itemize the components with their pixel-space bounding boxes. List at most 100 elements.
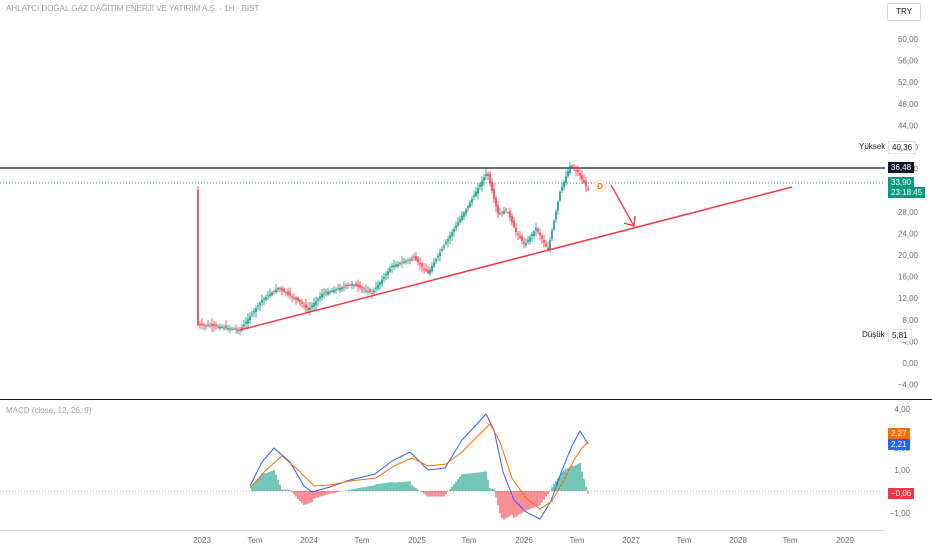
histogram-bar [535, 491, 537, 507]
candle-body [289, 292, 291, 296]
histogram-bar [349, 489, 351, 491]
histogram-bar [497, 491, 499, 506]
time-tick-label: Tem [247, 536, 262, 545]
trendline[interactable] [239, 186, 793, 331]
price-tick-label: 60,00 [898, 35, 919, 44]
histogram-bar [429, 491, 431, 497]
histogram-bar [363, 487, 365, 491]
candle-body [389, 268, 391, 272]
histogram-bar [575, 465, 577, 491]
candle-body [363, 288, 365, 290]
candle-body [307, 307, 309, 310]
candle-body [519, 235, 521, 238]
svg-text:D: D [597, 182, 603, 191]
histogram-bar [303, 491, 305, 505]
macd-legend[interactable]: MACD (close, 12, 26, 9) [6, 406, 92, 415]
candle-body [223, 327, 225, 329]
histogram-bar [547, 491, 549, 495]
histogram-bar [463, 474, 465, 491]
histogram-bar [365, 486, 367, 491]
histogram-bar [437, 491, 439, 497]
histogram-bar [513, 491, 515, 518]
candle-body [417, 258, 419, 263]
candle-body [231, 328, 233, 330]
time-tick-label: 2029 [836, 536, 854, 545]
candle-body [407, 260, 409, 262]
low-label: Düşük [859, 329, 888, 340]
candle-body [441, 248, 443, 251]
histogram-bar [461, 474, 463, 491]
histogram-bar [277, 479, 279, 491]
histogram-bar [379, 483, 381, 491]
candle-body [213, 324, 215, 326]
candle-body [373, 290, 375, 293]
histogram-bar [569, 466, 571, 491]
candle-body [505, 209, 507, 211]
candle-body [475, 191, 477, 197]
histogram-bar [443, 491, 445, 497]
candle-body [241, 327, 243, 330]
histogram-bar [479, 472, 481, 491]
candle-body [377, 284, 379, 289]
histogram-bar [315, 491, 317, 499]
macd-axis[interactable]: 4,002,001,000,00−1,00 [890, 405, 911, 518]
candle-body [287, 291, 289, 295]
candle-body [343, 286, 345, 288]
candle-body [371, 292, 373, 294]
candle-body [309, 307, 311, 310]
macd-tick-label: 1,00 [894, 466, 910, 475]
candle-body [527, 240, 529, 243]
histogram-bar [371, 485, 373, 491]
candle-body [439, 252, 441, 256]
histogram-bar [309, 491, 311, 503]
histogram-bar [387, 482, 389, 491]
histogram-bar [337, 491, 339, 493]
candle-body [525, 243, 527, 246]
candle-body [337, 288, 339, 290]
histogram-bar [351, 489, 353, 491]
histogram-bar [473, 473, 475, 491]
histogram-bar [385, 482, 387, 491]
histogram-bar [421, 491, 423, 493]
low-value: 5,81 [888, 329, 912, 342]
price-tick-label: 52,00 [898, 78, 919, 87]
candle-body [245, 321, 247, 324]
price-tick-label: 0,00 [902, 359, 918, 368]
histogram-bar [439, 491, 441, 497]
histogram-bar [345, 490, 347, 491]
histogram-bar [525, 491, 527, 511]
candle-body [517, 233, 519, 235]
currency-button[interactable]: TRY [887, 3, 921, 21]
candle-body [203, 324, 205, 326]
time-tick-label: 2027 [622, 536, 640, 545]
histogram-bar [489, 488, 491, 491]
histogram-bar [475, 472, 477, 491]
histogram-bar [355, 488, 357, 491]
histogram-bar [259, 475, 261, 491]
candle-body [347, 285, 349, 287]
candle-body [537, 229, 539, 232]
marker-d[interactable]: D [594, 180, 606, 192]
candle-body [577, 169, 579, 172]
histogram-bar [557, 478, 559, 491]
candle-body [305, 304, 307, 308]
histogram-bar [501, 491, 503, 519]
histogram-bar [585, 486, 587, 491]
candle-body [339, 288, 341, 291]
candle-body [313, 303, 315, 307]
candle-body [547, 247, 549, 250]
time-axis[interactable]: 2023 Tem 2024 Tem 2025 Tem 2026 Tem 2027 Tem 2028 T… [193, 536, 854, 545]
candle-body [443, 245, 445, 248]
candle-body [349, 284, 351, 286]
candle-body [569, 166, 571, 173]
hist-value-tag: −0,06 [888, 488, 915, 499]
arrow-drawing[interactable] [610, 184, 636, 227]
candle-body [281, 288, 283, 291]
candle-body [271, 292, 273, 296]
histogram-bar [291, 491, 293, 492]
candle-body [215, 324, 217, 327]
histogram-bar [383, 483, 385, 491]
candle-body [239, 329, 241, 331]
histogram-bar [539, 491, 541, 505]
